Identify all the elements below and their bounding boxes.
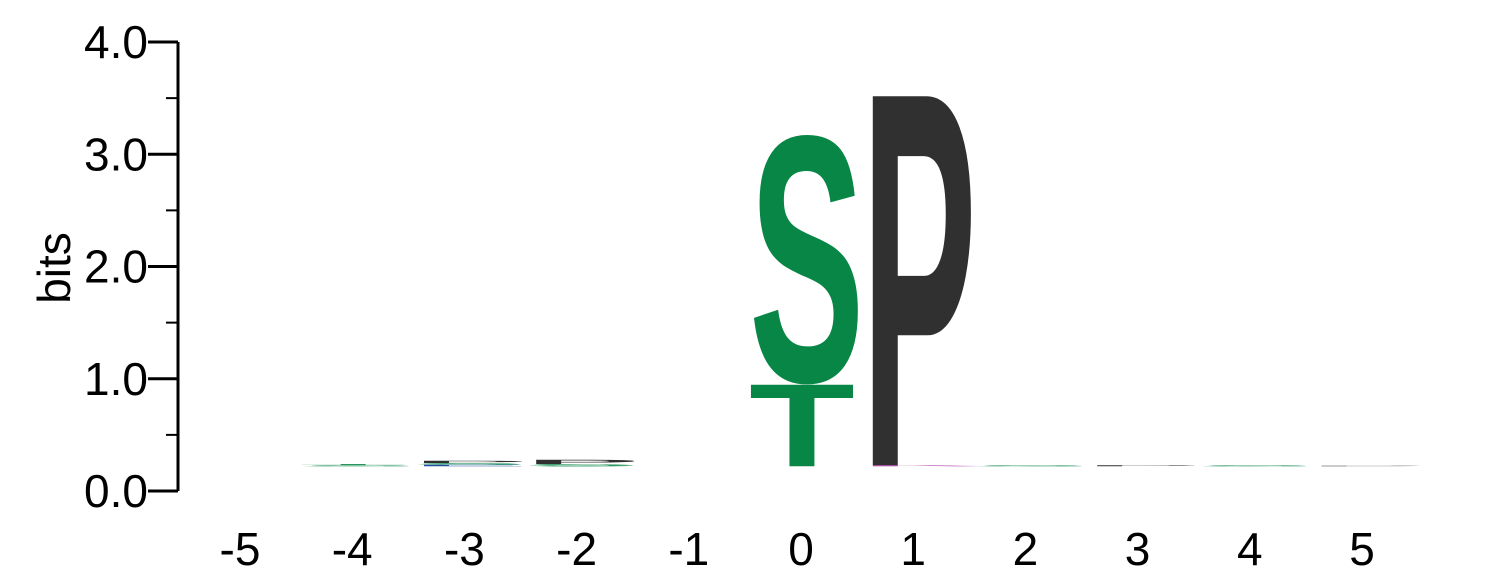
logo-letter-s: S <box>300 465 416 467</box>
stack-position-4: S <box>1198 465 1314 467</box>
logo-letter-s: S <box>1198 465 1314 467</box>
logo-letter-s: S <box>412 463 528 466</box>
logo-letter-p: P <box>1310 466 1426 467</box>
logo-letter-s: S <box>525 463 641 466</box>
y-tick-label: 3.0 <box>84 128 148 180</box>
x-tick-label: 4 <box>1237 523 1263 575</box>
x-tick-label: 5 <box>1349 523 1375 575</box>
x-tick-label: 0 <box>788 523 814 575</box>
logo-letter-t: T <box>300 464 406 466</box>
y-tick-label: 4.0 <box>84 16 148 68</box>
x-tick-label: -1 <box>668 523 709 575</box>
x-tick-label: 2 <box>1013 523 1039 575</box>
y-tick-label: 1.0 <box>84 353 148 405</box>
logo-letter-s: S <box>973 465 1089 467</box>
logo-letter-k: K <box>861 465 986 467</box>
stack-position--2: SP <box>525 458 641 467</box>
logo-letter-e: E <box>412 464 528 467</box>
logo-letter-p: P <box>1086 465 1202 467</box>
x-tick-label: -3 <box>444 523 485 575</box>
stack-position-3: P <box>1086 465 1202 467</box>
logo-letter-p: P <box>861 0 977 580</box>
stack-position-2: S <box>973 465 1089 467</box>
x-tick-label: -2 <box>556 523 597 575</box>
x-tick-label: -4 <box>332 523 373 575</box>
y-tick-label: 0.0 <box>84 465 148 517</box>
x-tick-label: 3 <box>1125 523 1151 575</box>
stack-position-1: KP <box>861 0 986 580</box>
logo-letter-t: T <box>749 360 855 492</box>
logo-letter-p: P <box>525 458 641 465</box>
logo-letter-s: S <box>749 62 865 455</box>
y-axis: 0.0 1.0 2.0 3.0 4.0 <box>84 16 180 517</box>
y-tick-label: 2.0 <box>84 241 148 293</box>
stack-position--4: ST <box>300 464 416 467</box>
y-axis-label: bits <box>28 232 80 304</box>
stack-position-5: P <box>1310 466 1426 467</box>
stack-position-0: TS <box>749 62 865 491</box>
stack-position--3: ESP <box>412 460 528 467</box>
x-tick-label: 1 <box>900 523 926 575</box>
x-axis-ticks: -5 -4 -3 -2 -1 0 1 2 3 4 5 <box>220 523 1375 575</box>
x-tick-label: -5 <box>220 523 261 575</box>
logo-letter-p: P <box>412 460 528 463</box>
